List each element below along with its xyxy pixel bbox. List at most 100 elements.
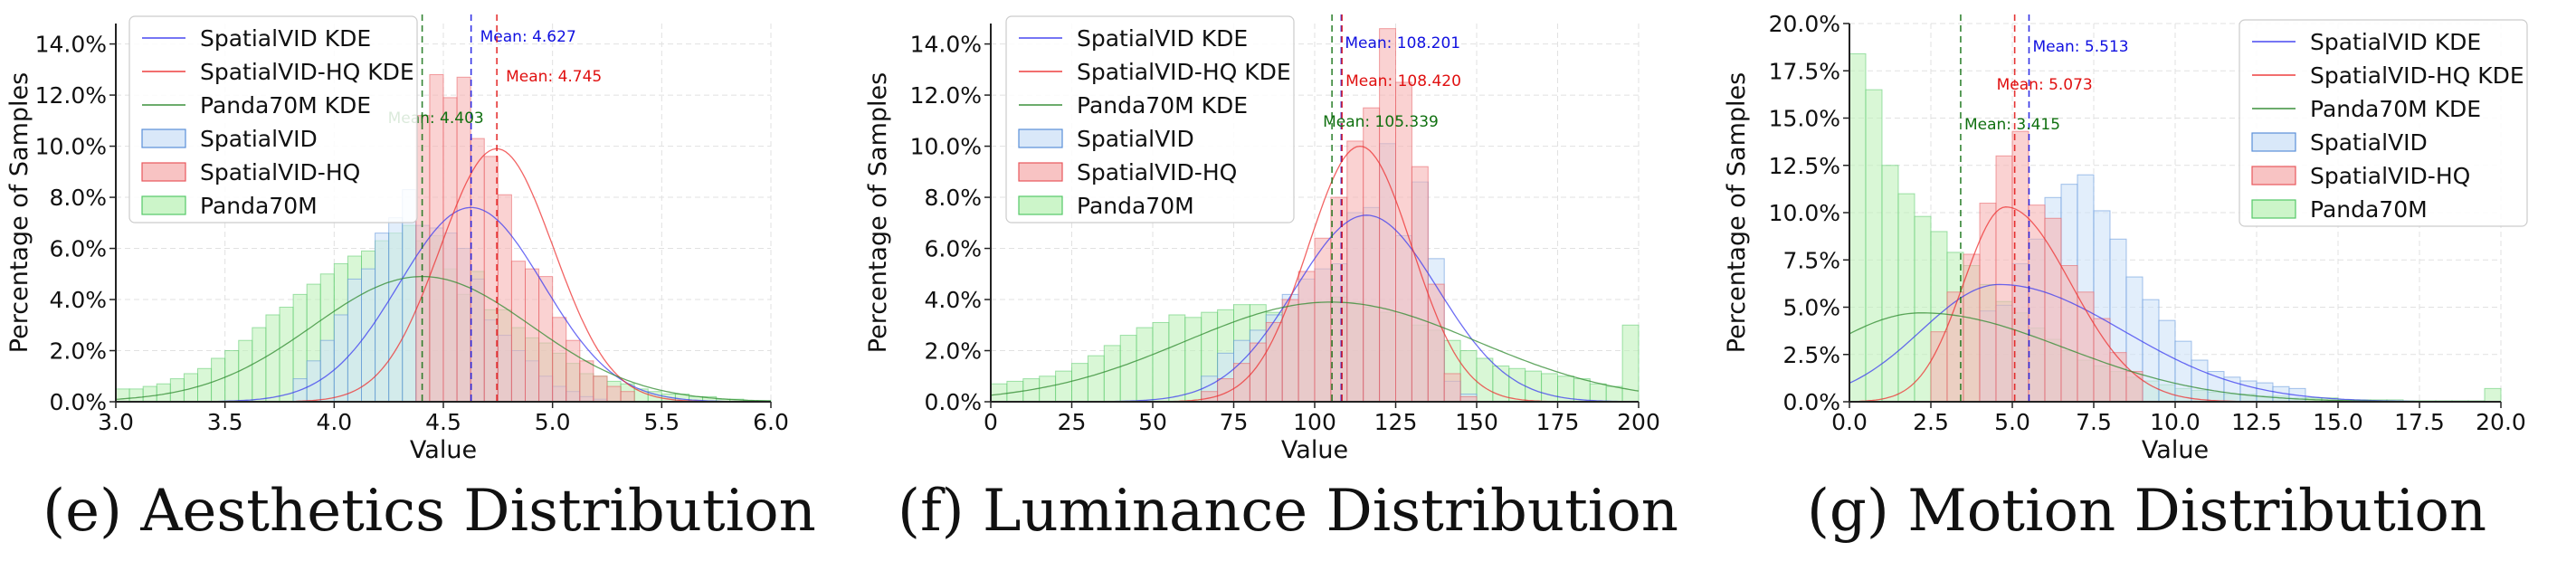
x-tick-label: 10.0 [2150, 409, 2201, 435]
legend-swatch-spatialvid [1018, 128, 1063, 148]
mean-label-spatialvid-hq: Mean: 4.745 [506, 68, 602, 86]
mean-label-panda70m: Mean: 3.415 [1964, 116, 2060, 134]
mean-label-spatialvid: Mean: 108.201 [1345, 34, 1460, 52]
y-tick-label: 6.0% [49, 236, 107, 262]
legend-swatch-spatialvid [141, 128, 186, 148]
histogram-bar [2223, 376, 2241, 403]
histogram-bar [1605, 385, 1623, 403]
legend-box [128, 15, 418, 223]
histogram-bar [1136, 327, 1154, 403]
histogram-bar [1589, 383, 1607, 403]
y-tick-label: 0.0% [49, 389, 107, 415]
histogram-bar [2142, 299, 2160, 403]
legend-label: SpatialVID KDE [1077, 25, 1248, 52]
histogram-bar [1346, 140, 1364, 403]
x-tick-label: 175 [1536, 409, 1580, 435]
x-axis-label: Value [1281, 436, 1348, 464]
x-tick-label: 15.0 [2313, 409, 2363, 435]
histogram-bar [1930, 331, 1948, 403]
histogram-bar [1055, 370, 1073, 403]
y-tick-label: 0.0% [1782, 389, 1840, 415]
x-tick-label: 4.5 [425, 409, 461, 435]
x-tick-label: 25 [1058, 409, 1087, 435]
mean-label-panda70m: Mean: 105.339 [1323, 113, 1439, 131]
caption-aesthetics: (e) Aesthetics Distribution [43, 478, 816, 545]
chart-motion: Mean: 5.513 Mean: 5.073 Mean: 3.415 0.0 2.5 5… [1723, 11, 2528, 464]
mean-label-spatialvid: Mean: 5.513 [2032, 38, 2128, 56]
y-tick-label: 2.0% [49, 338, 107, 365]
y-tick-label: 4.0% [924, 287, 982, 313]
histogram-bar [279, 307, 294, 403]
histogram-bar [2484, 387, 2502, 403]
x-tick-label: 3.5 [207, 409, 243, 435]
y-tick-label: 0.0% [924, 389, 982, 415]
histogram-bar [2125, 371, 2143, 403]
histogram-bar [142, 385, 157, 403]
y-tick-label: 8.0% [49, 185, 107, 211]
mean-label-spatialvid-hq: Mean: 5.073 [1997, 76, 2093, 94]
y-tick-label: 10.0% [910, 134, 982, 160]
histogram-bar [1492, 365, 1510, 403]
caption-motion: (g) Motion Distribution [1806, 478, 2487, 545]
y-tick-label: 10.0% [1769, 200, 1840, 226]
histogram-bar [1087, 355, 1105, 403]
legend-box [1005, 15, 1295, 223]
x-axis-label: Value [2142, 436, 2209, 464]
x-tick-label: 5.0 [1994, 409, 2030, 435]
histogram-bar [1881, 165, 1899, 403]
histogram-bar [1897, 193, 1915, 403]
x-tick-label: 125 [1374, 409, 1418, 435]
histogram-bar [633, 388, 649, 403]
x-tick-label: 50 [1138, 409, 1167, 435]
histogram-spatialvid-hq [1930, 130, 2143, 403]
legend-label: SpatialVID-HQ [1077, 159, 1237, 185]
legend-swatch-spatialvid [2251, 132, 2296, 152]
panel-aesthetics: Mean: 4.627 Mean: 4.745 Mean: 4.403 3.0 3.5 4… [0, 0, 859, 580]
histogram-bar [579, 360, 594, 403]
kde-line-panda70m [990, 301, 1640, 396]
y-tick-label: 12.5% [1769, 153, 1840, 179]
legend-swatch-panda70m [2251, 199, 2296, 219]
legend-label: SpatialVID [200, 126, 318, 152]
histogram-bar [620, 391, 635, 403]
histogram-bar [2158, 319, 2176, 403]
x-tick-label: 100 [1293, 409, 1336, 435]
x-tick-label: 17.5 [2394, 409, 2445, 435]
histogram-bar [1281, 299, 1299, 403]
x-tick-label: 0.0 [1831, 409, 1868, 435]
x-tick-label: 75 [1220, 409, 1249, 435]
y-tick-label: 8.0% [924, 185, 982, 211]
histogram-bar [1443, 373, 1461, 403]
legend: SpatialVID KDE SpatialVID-HQ KDE Panda70M … [128, 15, 418, 223]
y-tick-label: 2.5% [1782, 342, 1840, 368]
histogram-bar [375, 233, 390, 403]
y-tick-label: 17.5% [1769, 58, 1840, 84]
histogram-bar [1865, 89, 1883, 403]
histogram-bar [1476, 357, 1494, 403]
legend-label: Panda70M [200, 193, 318, 219]
histogram-bar [552, 317, 567, 403]
legend-swatch-spatialvid-hq [2251, 166, 2296, 185]
y-axis-label: Percentage of Samples [864, 72, 892, 353]
histogram-bar [510, 261, 527, 403]
x-tick-label: 6.0 [753, 409, 789, 435]
y-tick-label: 2.0% [924, 338, 982, 365]
histogram-bar [1184, 317, 1202, 403]
histogram-bar [566, 339, 581, 403]
histogram-spatialvid-hq [1201, 28, 1478, 403]
histogram-bar [2077, 291, 2095, 403]
histogram-bar [606, 385, 622, 403]
histogram-bar [1541, 373, 1558, 403]
histogram-bar [252, 327, 267, 403]
histogram-bar [990, 383, 1008, 403]
legend-label: Panda70M KDE [200, 92, 371, 119]
y-tick-label: 15.0% [1769, 106, 1840, 132]
histogram-bar [593, 376, 608, 403]
histogram-bar [1265, 321, 1283, 403]
y-tick-label: 6.0% [924, 236, 982, 262]
histogram-bar [1298, 271, 1316, 403]
legend-label: SpatialVID-HQ KDE [1077, 59, 1291, 85]
x-tick-label: 150 [1455, 409, 1498, 435]
legend-label: SpatialVID-HQ KDE [2310, 62, 2524, 89]
legend-label: Panda70M [2310, 196, 2428, 223]
